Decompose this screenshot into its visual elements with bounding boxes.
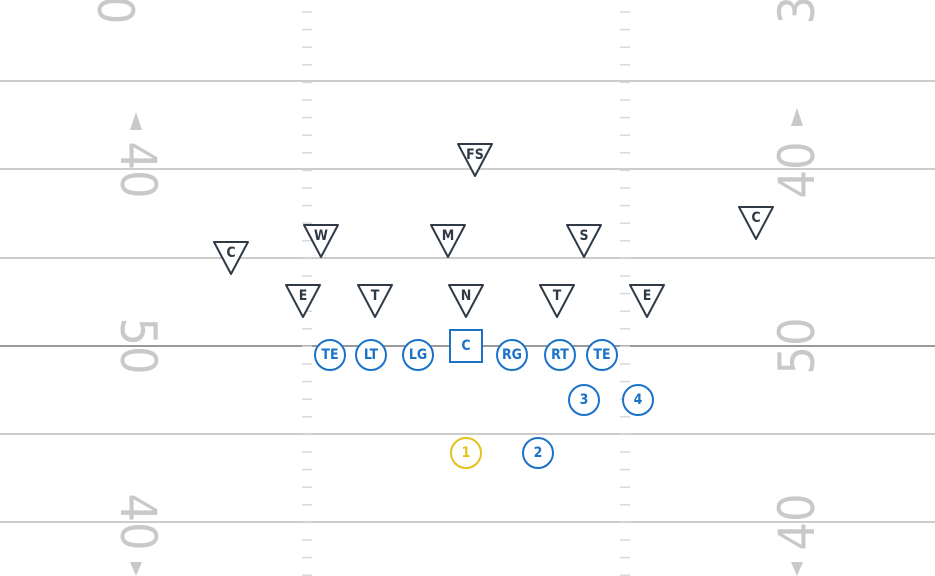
lineman-te: TE	[586, 339, 618, 371]
lineman-label: RG	[502, 347, 522, 363]
yard-number: 40	[109, 141, 167, 198]
yard-number: 40	[768, 141, 826, 198]
defender-triangle-icon	[566, 224, 602, 258]
defender-label: T	[371, 288, 380, 304]
lineman-label: LT	[364, 347, 379, 363]
player-circle-icon	[622, 384, 654, 416]
defender-s: S	[566, 224, 602, 258]
defender-c: C	[738, 206, 774, 240]
back-2: 2	[522, 437, 554, 469]
defender-e: E	[285, 284, 321, 318]
defender-triangle-icon	[738, 206, 774, 240]
lineman-rt: RT	[544, 339, 576, 371]
lineman-label: LG	[409, 347, 427, 363]
yard-number: 50	[109, 317, 167, 374]
direction-arrow	[130, 562, 142, 576]
defender-fs: FS	[457, 143, 493, 177]
player-circle-icon	[544, 339, 576, 371]
yard-numbers-left: 0 40 50 40	[86, 0, 167, 576]
defender-triangle-icon	[285, 284, 321, 318]
yard-lines	[0, 80, 935, 523]
defender-label: FS	[466, 147, 484, 163]
direction-arrow	[791, 562, 803, 576]
player-circle-icon	[355, 339, 387, 371]
defender-label: S	[579, 228, 588, 244]
player-circle-icon	[314, 339, 346, 371]
defender-label: M	[442, 228, 455, 244]
yard-number: 40	[109, 493, 167, 550]
lineman-c: C	[449, 329, 483, 363]
yard-number: 50	[768, 317, 826, 374]
back-3: 3	[568, 384, 600, 416]
back-label: 4	[634, 392, 643, 408]
defender-e: E	[629, 284, 665, 318]
defender-n: N	[448, 284, 484, 318]
lineman-lg: LG	[402, 339, 434, 371]
direction-arrow	[791, 108, 803, 126]
defender-w: W	[303, 224, 339, 258]
direction-arrow	[130, 112, 142, 130]
defender-label: E	[643, 288, 652, 304]
player-circle-icon	[586, 339, 618, 371]
lineman-lt: LT	[355, 339, 387, 371]
back-1: 1	[450, 437, 482, 469]
defender-triangle-icon	[430, 224, 466, 258]
lineman-te: TE	[314, 339, 346, 371]
defender-m: M	[430, 224, 466, 258]
defense-players: FS W M S C C E T N T E	[213, 143, 774, 318]
lineman-label: TE	[593, 347, 610, 363]
lineman-rg: RG	[496, 339, 528, 371]
defender-t: T	[539, 284, 575, 318]
defender-label: C	[226, 245, 235, 261]
offense-players: TE LT LG C RG RT TE 3 4 1 2	[314, 329, 654, 469]
yard-number: 3	[768, 0, 826, 24]
back-label: 3	[580, 392, 589, 408]
defender-triangle-icon	[357, 284, 393, 318]
defender-triangle-icon	[213, 241, 249, 275]
player-circle-icon	[496, 339, 528, 371]
back-label: 2	[534, 445, 543, 461]
back-4: 4	[622, 384, 654, 416]
defender-c: C	[213, 241, 249, 275]
back-label: 1	[462, 445, 471, 461]
defender-label: C	[751, 210, 760, 226]
center-square-icon	[449, 329, 483, 363]
defender-triangle-icon	[539, 284, 575, 318]
defender-triangle-icon	[303, 224, 339, 258]
lineman-label: RT	[551, 347, 569, 363]
player-circle-icon	[568, 384, 600, 416]
defender-t: T	[357, 284, 393, 318]
player-circle-icon	[522, 437, 554, 469]
lineman-label: C	[461, 338, 470, 354]
yard-number: 0	[86, 0, 144, 24]
defender-label: E	[299, 288, 308, 304]
yard-number: 40	[768, 493, 826, 550]
defender-triangle-icon	[629, 284, 665, 318]
yard-numbers-right: 3 40 50 40	[768, 0, 826, 576]
defender-label: W	[314, 228, 328, 244]
lineman-label: TE	[321, 347, 338, 363]
defender-triangle-icon	[448, 284, 484, 318]
player-circle-icon	[450, 437, 482, 469]
defender-label: N	[461, 288, 472, 304]
player-circle-icon	[402, 339, 434, 371]
defender-triangle-icon	[457, 143, 493, 177]
defender-label: T	[553, 288, 562, 304]
